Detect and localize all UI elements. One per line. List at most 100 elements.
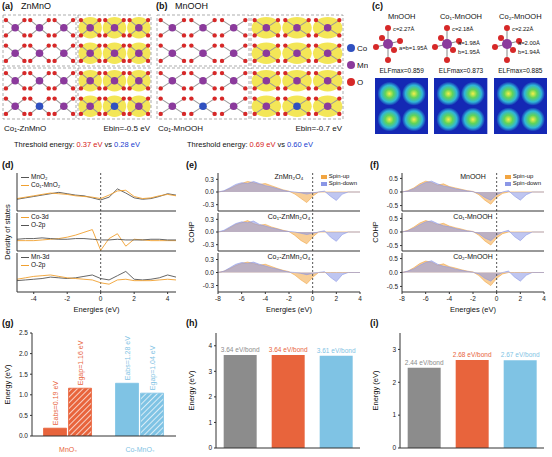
svg-text:Eabs=0.19 eV: Eabs=0.19 eV	[52, 381, 59, 426]
svg-text:4: 4	[208, 342, 212, 349]
svg-text:0.5: 0.5	[389, 215, 398, 222]
svg-text:2: 2	[335, 295, 339, 302]
svg-text:0.0: 0.0	[205, 188, 214, 195]
html-text:Threshold energy: 0.37 eV vs 0: Threshold energy: 0.37 eV vs 0.28 eV	[14, 140, 140, 149]
svg-text:3: 3	[392, 346, 396, 353]
svg-text:2: 2	[208, 393, 212, 400]
svg-text:-4: -4	[31, 295, 37, 302]
svg-text:Energy (eV): Energy (eV)	[3, 364, 12, 405]
svg-text:2: 2	[132, 295, 136, 302]
svg-text:-8: -8	[215, 295, 221, 302]
svg-text:4: 4	[358, 295, 362, 302]
html-text:ZnMnO: ZnMnO	[21, 1, 51, 11]
svg-text:-0.5: -0.5	[387, 283, 399, 290]
html-text:(h): (h)	[186, 318, 198, 328]
html-text:(d): (d)	[2, 160, 14, 170]
svg-text:0.5: 0.5	[389, 255, 398, 262]
svg-text:-2: -2	[470, 295, 476, 302]
svg-text:0.0: 0.0	[205, 269, 214, 276]
html-text:(g): (g)	[2, 318, 14, 328]
svg-text:-0.3: -0.3	[203, 241, 215, 248]
svg-text:c=2.18Å: c=2.18Å	[452, 26, 474, 32]
svg-text:0: 0	[208, 444, 212, 451]
svg-text:2.0: 2.0	[19, 350, 28, 357]
html-text:(a): (a)	[2, 1, 13, 11]
svg-text:0.0: 0.0	[389, 188, 398, 195]
svg-text:O: O	[357, 78, 363, 87]
svg-text:-2: -2	[286, 295, 292, 302]
svg-text:0.0: 0.0	[389, 228, 398, 235]
svg-text:-0.3: -0.3	[203, 282, 215, 289]
svg-text:3.64 eV/bond: 3.64 eV/bond	[221, 346, 260, 353]
svg-text:Co-MnO₂: Co-MnO₂	[125, 446, 154, 452]
html-text:Co₁-MnOOH: Co₁-MnOOH	[439, 12, 482, 21]
svg-text:Mn: Mn	[357, 61, 368, 70]
svg-text:-0.5: -0.5	[387, 242, 399, 249]
svg-text:Density of states: Density of states	[3, 204, 12, 260]
svg-text:0.0: 0.0	[389, 269, 398, 276]
svg-text:4: 4	[166, 295, 170, 302]
svg-text:-8: -8	[399, 295, 405, 302]
svg-text:-6: -6	[423, 295, 429, 302]
svg-text:1.5: 1.5	[19, 371, 28, 378]
svg-text:COHP: COHP	[371, 221, 380, 243]
html-text:Ebin=-0.5 eV: Ebin=-0.5 eV	[103, 124, 150, 133]
html-text:Co₂-MnOOH: Co₂-MnOOH	[499, 12, 542, 21]
svg-text:0: 0	[495, 295, 499, 302]
svg-text:b=1.94Å: b=1.94Å	[518, 49, 540, 55]
svg-text:MnO₂: MnO₂	[59, 446, 77, 452]
html-text:Ebin=-0.7 eV: Ebin=-0.7 eV	[295, 124, 342, 133]
svg-text:0: 0	[392, 444, 396, 451]
svg-text:-4: -4	[262, 295, 268, 302]
svg-text:2: 2	[392, 379, 396, 386]
svg-text:-6: -6	[239, 295, 245, 302]
svg-text:1.0: 1.0	[19, 391, 28, 398]
svg-text:Egap=1.16 eV: Egap=1.16 eV	[77, 340, 85, 385]
html-text:Energies (eV): Energies (eV)	[73, 305, 120, 314]
svg-text:Egap=1.04 eV: Egap=1.04 eV	[149, 345, 157, 390]
svg-text:2.5: 2.5	[19, 329, 28, 336]
svg-text:b=1.95Å: b=1.95Å	[458, 49, 480, 55]
html-text:(b): (b)	[156, 1, 168, 11]
svg-text:2.44 eV/bond: 2.44 eV/bond	[405, 359, 444, 366]
svg-text:-4: -4	[446, 295, 452, 302]
svg-text:0.3: 0.3	[205, 256, 214, 263]
svg-text:-0.5: -0.5	[387, 202, 399, 209]
svg-text:2.68 eV/bond: 2.68 eV/bond	[453, 351, 492, 358]
svg-text:3.64 eV/bond: 3.64 eV/bond	[269, 346, 308, 353]
html-text:MnOOH: MnOOH	[387, 12, 416, 21]
svg-text:Co: Co	[357, 44, 368, 53]
svg-text:0.5: 0.5	[19, 412, 28, 419]
svg-text:0: 0	[99, 295, 103, 302]
svg-text:a=1.98Å: a=1.98Å	[458, 40, 480, 46]
svg-text:0.3: 0.3	[205, 176, 214, 183]
svg-text:0.0: 0.0	[205, 228, 214, 235]
svg-text:1: 1	[392, 411, 396, 418]
svg-text:3: 3	[208, 368, 212, 375]
svg-text:a=b=1.95Å: a=b=1.95Å	[399, 45, 428, 51]
svg-text:Energy (eV): Energy (eV)	[187, 370, 196, 411]
svg-text:4: 4	[542, 295, 546, 302]
svg-text:0.5: 0.5	[389, 175, 398, 182]
svg-text:c=2.27Å: c=2.27Å	[393, 26, 415, 32]
svg-text:Eabs=1.28 eV: Eabs=1.28 eV	[124, 336, 131, 381]
svg-text:3.61 eV/bond: 3.61 eV/bond	[317, 347, 356, 354]
svg-text:0.3: 0.3	[205, 216, 214, 223]
html-text:(e): (e)	[186, 160, 197, 170]
svg-text:2: 2	[519, 295, 523, 302]
html-text:Threshold energy: 0.69 eV vs 0: Threshold energy: 0.69 eV vs 0.60 eV	[187, 140, 313, 149]
html-text:(c): (c)	[372, 1, 383, 11]
html-text:Co₁-ZnMnO: Co₁-ZnMnO	[4, 124, 47, 133]
svg-text:a=2.00Å: a=2.00Å	[518, 40, 540, 46]
svg-text:2.67 eV/bond: 2.67 eV/bond	[501, 351, 540, 358]
svg-text:COHP: COHP	[187, 221, 196, 243]
svg-text:0: 0	[311, 295, 315, 302]
html-text:Co₁-MnOOH: Co₁-MnOOH	[158, 124, 203, 133]
svg-text:-0.3: -0.3	[203, 201, 215, 208]
svg-text:Energy (eV): Energy (eV)	[371, 370, 380, 411]
svg-text:0.0: 0.0	[19, 432, 28, 439]
svg-text:1: 1	[208, 419, 212, 426]
svg-text:-2: -2	[64, 295, 70, 302]
svg-text:c=2.22Å: c=2.22Å	[512, 26, 534, 32]
html-text:MnOOH: MnOOH	[175, 1, 208, 11]
